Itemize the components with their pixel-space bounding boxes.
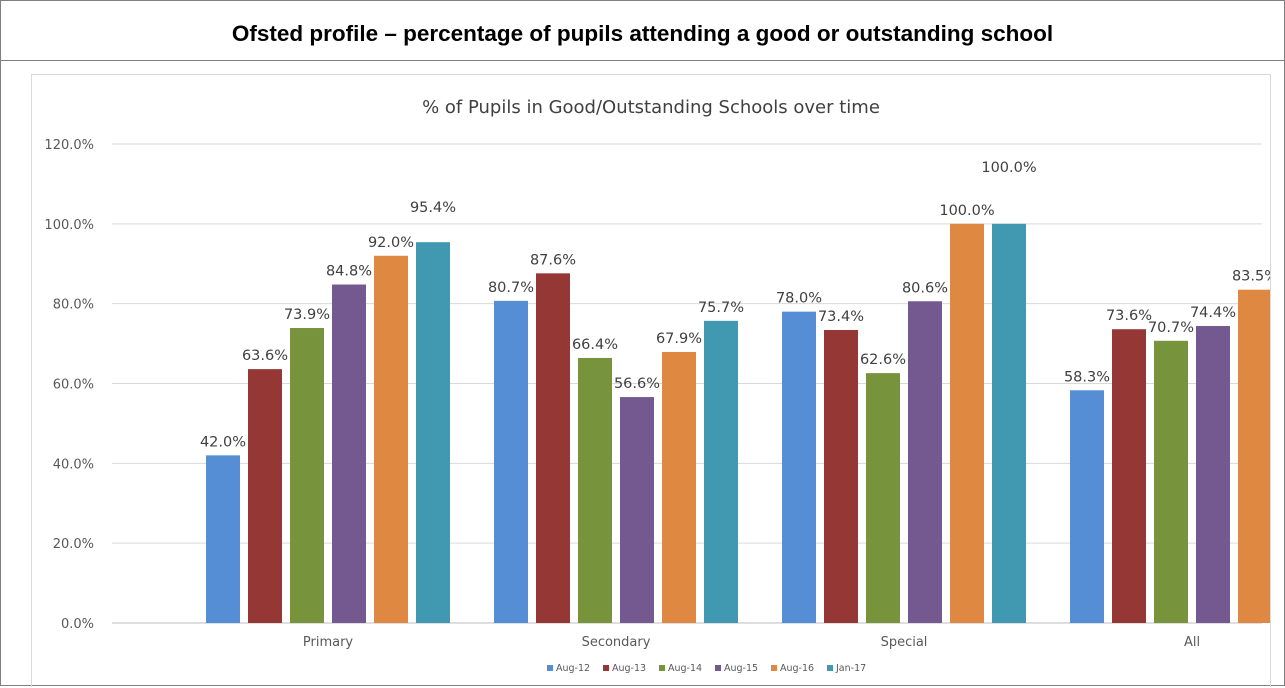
bar-aug-13-primary (248, 369, 282, 623)
data-label: 100.0% (939, 203, 994, 219)
bar-aug-12-special (782, 311, 816, 623)
data-label: 83.5% (1232, 269, 1270, 285)
bar-aug-12-primary (206, 455, 240, 623)
legend-swatch (827, 665, 833, 671)
bar-aug-15-special (908, 301, 942, 623)
y-tick-label: 100.0% (44, 218, 94, 233)
chart-title: % of Pupils in Good/Outstanding Schools … (422, 97, 880, 118)
legend-label: Aug-12 (556, 663, 590, 674)
bar-jan-17-special (992, 223, 1026, 624)
bar-jan-17-secondary (704, 320, 738, 623)
data-label: 92.0% (368, 235, 414, 251)
bar-chart: % of Pupils in Good/Outstanding Schools … (44, 97, 1270, 674)
data-label: 73.6% (1106, 308, 1152, 324)
data-label: 42.0% (200, 434, 246, 450)
legend-label: Aug-14 (668, 663, 702, 674)
data-label: 78.0% (776, 291, 822, 307)
x-tick-label: Special (881, 635, 928, 650)
legend-swatch (547, 665, 553, 671)
bar-jan-17-primary (416, 242, 450, 623)
bar-aug-14-primary (290, 328, 324, 623)
legend-swatch (771, 665, 777, 671)
x-tick-label: Primary (303, 635, 354, 650)
bar-aug-15-secondary (620, 397, 654, 623)
data-label: 95.4% (410, 200, 456, 216)
page-heading: Ofsted profile – percentage of pupils at… (1, 1, 1284, 61)
data-label: 80.7% (488, 280, 534, 296)
x-tick-label: Secondary (582, 635, 651, 650)
y-tick-label: 40.0% (53, 457, 94, 472)
data-label: 73.4% (818, 309, 864, 325)
y-tick-label: 60.0% (53, 378, 94, 393)
data-label: 73.9% (284, 307, 330, 323)
data-label: 56.6% (614, 376, 660, 392)
bars (206, 223, 1270, 624)
bar-aug-13-secondary (536, 273, 570, 623)
data-label: 74.4% (1190, 305, 1236, 321)
bar-aug-16-primary (374, 255, 408, 623)
data-label: 100.0% (981, 160, 1036, 176)
chart-container: % of Pupils in Good/Outstanding Schools … (31, 74, 1271, 687)
y-axis-ticks: 0.0% 20.0% 40.0% 60.0% 80.0% 100.0% 120.0% (44, 138, 94, 632)
x-axis-ticks: Primary Secondary Special All (303, 635, 1200, 650)
data-label: 87.6% (530, 252, 576, 268)
legend-label: Aug-15 (724, 663, 758, 674)
bar-aug-13-special (824, 330, 858, 623)
data-label: 66.4% (572, 337, 618, 353)
bar-aug-14-secondary (578, 357, 612, 623)
legend-swatch (659, 665, 665, 671)
bar-aug-16-all (1238, 289, 1270, 623)
data-label: 84.8% (326, 264, 372, 280)
bar-aug-14-all (1154, 340, 1188, 623)
data-label: 80.6% (902, 280, 948, 296)
legend-swatch (715, 665, 721, 671)
bar-aug-12-all (1070, 390, 1104, 623)
bar-aug-15-all (1196, 326, 1230, 623)
data-label: 63.6% (242, 348, 288, 364)
y-tick-label: 20.0% (53, 537, 94, 552)
x-tick-label: All (1184, 635, 1200, 650)
legend-label: Jan-17 (835, 663, 866, 674)
bar-aug-12-secondary (494, 300, 528, 623)
bar-aug-15-primary (332, 284, 366, 623)
y-tick-label: 0.0% (61, 617, 94, 632)
data-label: 75.7% (698, 300, 744, 316)
y-tick-label: 120.0% (44, 138, 94, 153)
bar-aug-16-special (950, 223, 984, 624)
data-label: 58.3% (1064, 369, 1110, 385)
data-labels: 42.0% 63.6% 73.9% 84.8% 92.0% 95.4% 80.7% 87.6%… (200, 160, 1270, 451)
legend-label: Aug-16 (780, 663, 814, 674)
bar-aug-16-secondary (662, 351, 696, 623)
data-label: 70.7% (1148, 320, 1194, 336)
bar-aug-14-special (866, 373, 900, 623)
y-tick-label: 80.0% (53, 298, 94, 313)
legend-swatch (603, 665, 609, 671)
data-label: 62.6% (860, 352, 906, 368)
data-label: 67.9% (656, 331, 702, 347)
legend-label: Aug-13 (612, 663, 646, 674)
bar-aug-13-all (1112, 329, 1146, 623)
legend: Aug-12 Aug-13 Aug-14 Aug-15 Aug-16 Jan-17 (547, 663, 866, 674)
